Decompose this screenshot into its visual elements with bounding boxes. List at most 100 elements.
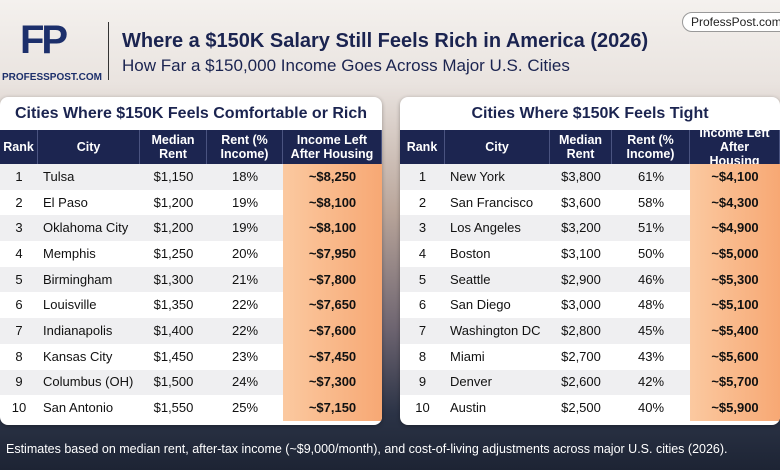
city: El Paso bbox=[43, 194, 88, 210]
median-rent: $3,000 bbox=[561, 297, 601, 313]
median-rent: $1,300 bbox=[153, 271, 194, 287]
city: Austin bbox=[450, 400, 487, 416]
median-rent: $1,500 bbox=[153, 374, 194, 390]
city: San Francisco bbox=[450, 194, 534, 210]
table-row: 8 Miami $2,700 43% ~$5,600 bbox=[400, 343, 780, 370]
table-row: 6 San Diego $3,000 48% ~$5,100 bbox=[400, 292, 780, 319]
rent-percent: 25% bbox=[231, 400, 259, 416]
rent-percent: 21% bbox=[231, 271, 259, 287]
table-row: 7 Washington DC $2,800 45% ~$5,400 bbox=[400, 318, 780, 344]
income-left: ~$4,900 bbox=[690, 215, 780, 242]
table-title: Cities Where $150K Feels Comfortable or … bbox=[14, 105, 368, 122]
median-rent: $1,400 bbox=[153, 322, 194, 338]
rent-percent: 58% bbox=[637, 194, 665, 210]
city: Denver bbox=[450, 374, 492, 390]
divider bbox=[108, 22, 109, 80]
city: San Diego bbox=[450, 297, 511, 313]
column-header: City bbox=[38, 130, 140, 164]
table-row: 3 Los Angeles $3,200 51% ~$4,900 bbox=[400, 215, 780, 242]
rank: 9 bbox=[15, 374, 23, 390]
rank: 4 bbox=[418, 245, 427, 261]
rent-percent: 22% bbox=[231, 297, 259, 313]
income-left: ~$5,400 bbox=[690, 318, 780, 344]
median-rent: $3,200 bbox=[561, 220, 601, 236]
city: Kansas City bbox=[43, 348, 113, 364]
city: Columbus (OH) bbox=[43, 374, 134, 390]
rent-percent: 61% bbox=[637, 168, 665, 184]
rank: 10 bbox=[11, 400, 27, 416]
income-left: ~$5,600 bbox=[690, 343, 780, 370]
site-badge[interactable]: ProfessPost.com bbox=[682, 12, 780, 32]
column-header: Rank bbox=[0, 130, 38, 164]
rent-percent: 48% bbox=[637, 297, 665, 313]
rank: 2 bbox=[418, 194, 427, 210]
column-header: Rent (% Income) bbox=[612, 130, 690, 164]
income-left: ~$5,300 bbox=[690, 266, 780, 293]
income-left: ~$8,100 bbox=[283, 189, 382, 216]
table-row: 2 El Paso $1,200 19% ~$8,100 bbox=[0, 189, 382, 216]
column-header: Rent (% Income) bbox=[207, 130, 283, 164]
rent-percent: 22% bbox=[231, 322, 259, 338]
rent-percent: 50% bbox=[637, 245, 665, 261]
income-left: ~$4,300 bbox=[690, 189, 780, 216]
rent-percent: 19% bbox=[231, 220, 259, 236]
rank: 8 bbox=[15, 348, 23, 364]
income-left: ~$7,950 bbox=[283, 241, 382, 267]
income-left: ~$5,000 bbox=[690, 241, 780, 267]
table-row: 10 Austin $2,500 40% ~$5,900 bbox=[400, 395, 780, 421]
median-rent: $3,100 bbox=[561, 245, 601, 261]
city: Washington DC bbox=[450, 322, 541, 338]
income-left: ~$8,250 bbox=[283, 164, 382, 190]
table-body: 1 Tulsa $1,150 18% ~$8,250 2 El Paso $1,200 19% ~… bbox=[0, 164, 382, 421]
median-rent: $1,200 bbox=[153, 220, 194, 236]
median-rent: $2,600 bbox=[561, 374, 601, 390]
logo-caption: PROFESSPOST.COM bbox=[2, 72, 103, 83]
rent-percent: 18% bbox=[231, 168, 259, 184]
subtitle: How Far a $150,000 Income Goes Across Ma… bbox=[122, 56, 570, 75]
table-row: 4 Boston $3,100 50% ~$5,000 bbox=[400, 241, 780, 267]
income-left: ~$7,450 bbox=[283, 343, 382, 370]
table-row: 2 San Francisco $3,600 58% ~$4,300 bbox=[400, 189, 780, 216]
rent-percent: 51% bbox=[637, 220, 665, 236]
rent-percent: 42% bbox=[637, 374, 665, 390]
rank: 5 bbox=[418, 271, 427, 287]
income-left: ~$5,100 bbox=[690, 292, 780, 319]
city: Boston bbox=[450, 245, 491, 261]
median-rent: $1,250 bbox=[153, 245, 194, 261]
rent-percent: 46% bbox=[637, 271, 665, 287]
income-left: ~$4,100 bbox=[690, 164, 780, 190]
rank: 7 bbox=[15, 322, 23, 338]
income-left: ~$5,700 bbox=[690, 369, 780, 396]
income-left: ~$5,900 bbox=[690, 395, 780, 421]
rent-percent: 45% bbox=[637, 322, 665, 338]
table-row: 10 San Antonio $1,550 25% ~$7,150 bbox=[0, 395, 382, 421]
rank: 4 bbox=[15, 245, 23, 261]
median-rent: $2,500 bbox=[561, 400, 601, 416]
median-rent: $1,150 bbox=[153, 168, 194, 184]
column-header: Income Left After Housing bbox=[283, 130, 382, 164]
rent-percent: 23% bbox=[231, 348, 259, 364]
median-rent: $2,800 bbox=[561, 322, 601, 338]
rank: 2 bbox=[15, 194, 23, 210]
rent-percent: 24% bbox=[231, 374, 259, 390]
rank: 6 bbox=[15, 297, 23, 313]
median-rent: $3,600 bbox=[561, 194, 601, 210]
income-left: ~$7,650 bbox=[283, 292, 382, 319]
table-row: 3 Oklahoma City $1,200 19% ~$8,100 bbox=[0, 215, 382, 242]
rank: 10 bbox=[415, 400, 430, 416]
table-title: Cities Where $150K Feels Tight bbox=[471, 105, 709, 122]
rank: 6 bbox=[418, 297, 427, 313]
city: Seattle bbox=[450, 271, 491, 287]
column-header: Median Rent bbox=[140, 130, 207, 164]
city: Memphis bbox=[43, 245, 96, 261]
income-left: ~$7,600 bbox=[283, 318, 382, 344]
table-body: 1 New York $3,800 61% ~$4,100 2 San Francisco $… bbox=[400, 164, 780, 421]
logo: FP bbox=[20, 18, 68, 62]
income-left: ~$8,100 bbox=[283, 215, 382, 242]
table-card: Cities Where $150K Feels Comfortable or … bbox=[0, 97, 382, 425]
median-rent: $1,450 bbox=[153, 348, 194, 364]
table-row: 7 Indianapolis $1,400 22% ~$7,600 bbox=[0, 318, 382, 344]
column-header: City bbox=[445, 130, 550, 164]
rank: 3 bbox=[15, 220, 23, 236]
median-rent: $1,200 bbox=[153, 194, 194, 210]
